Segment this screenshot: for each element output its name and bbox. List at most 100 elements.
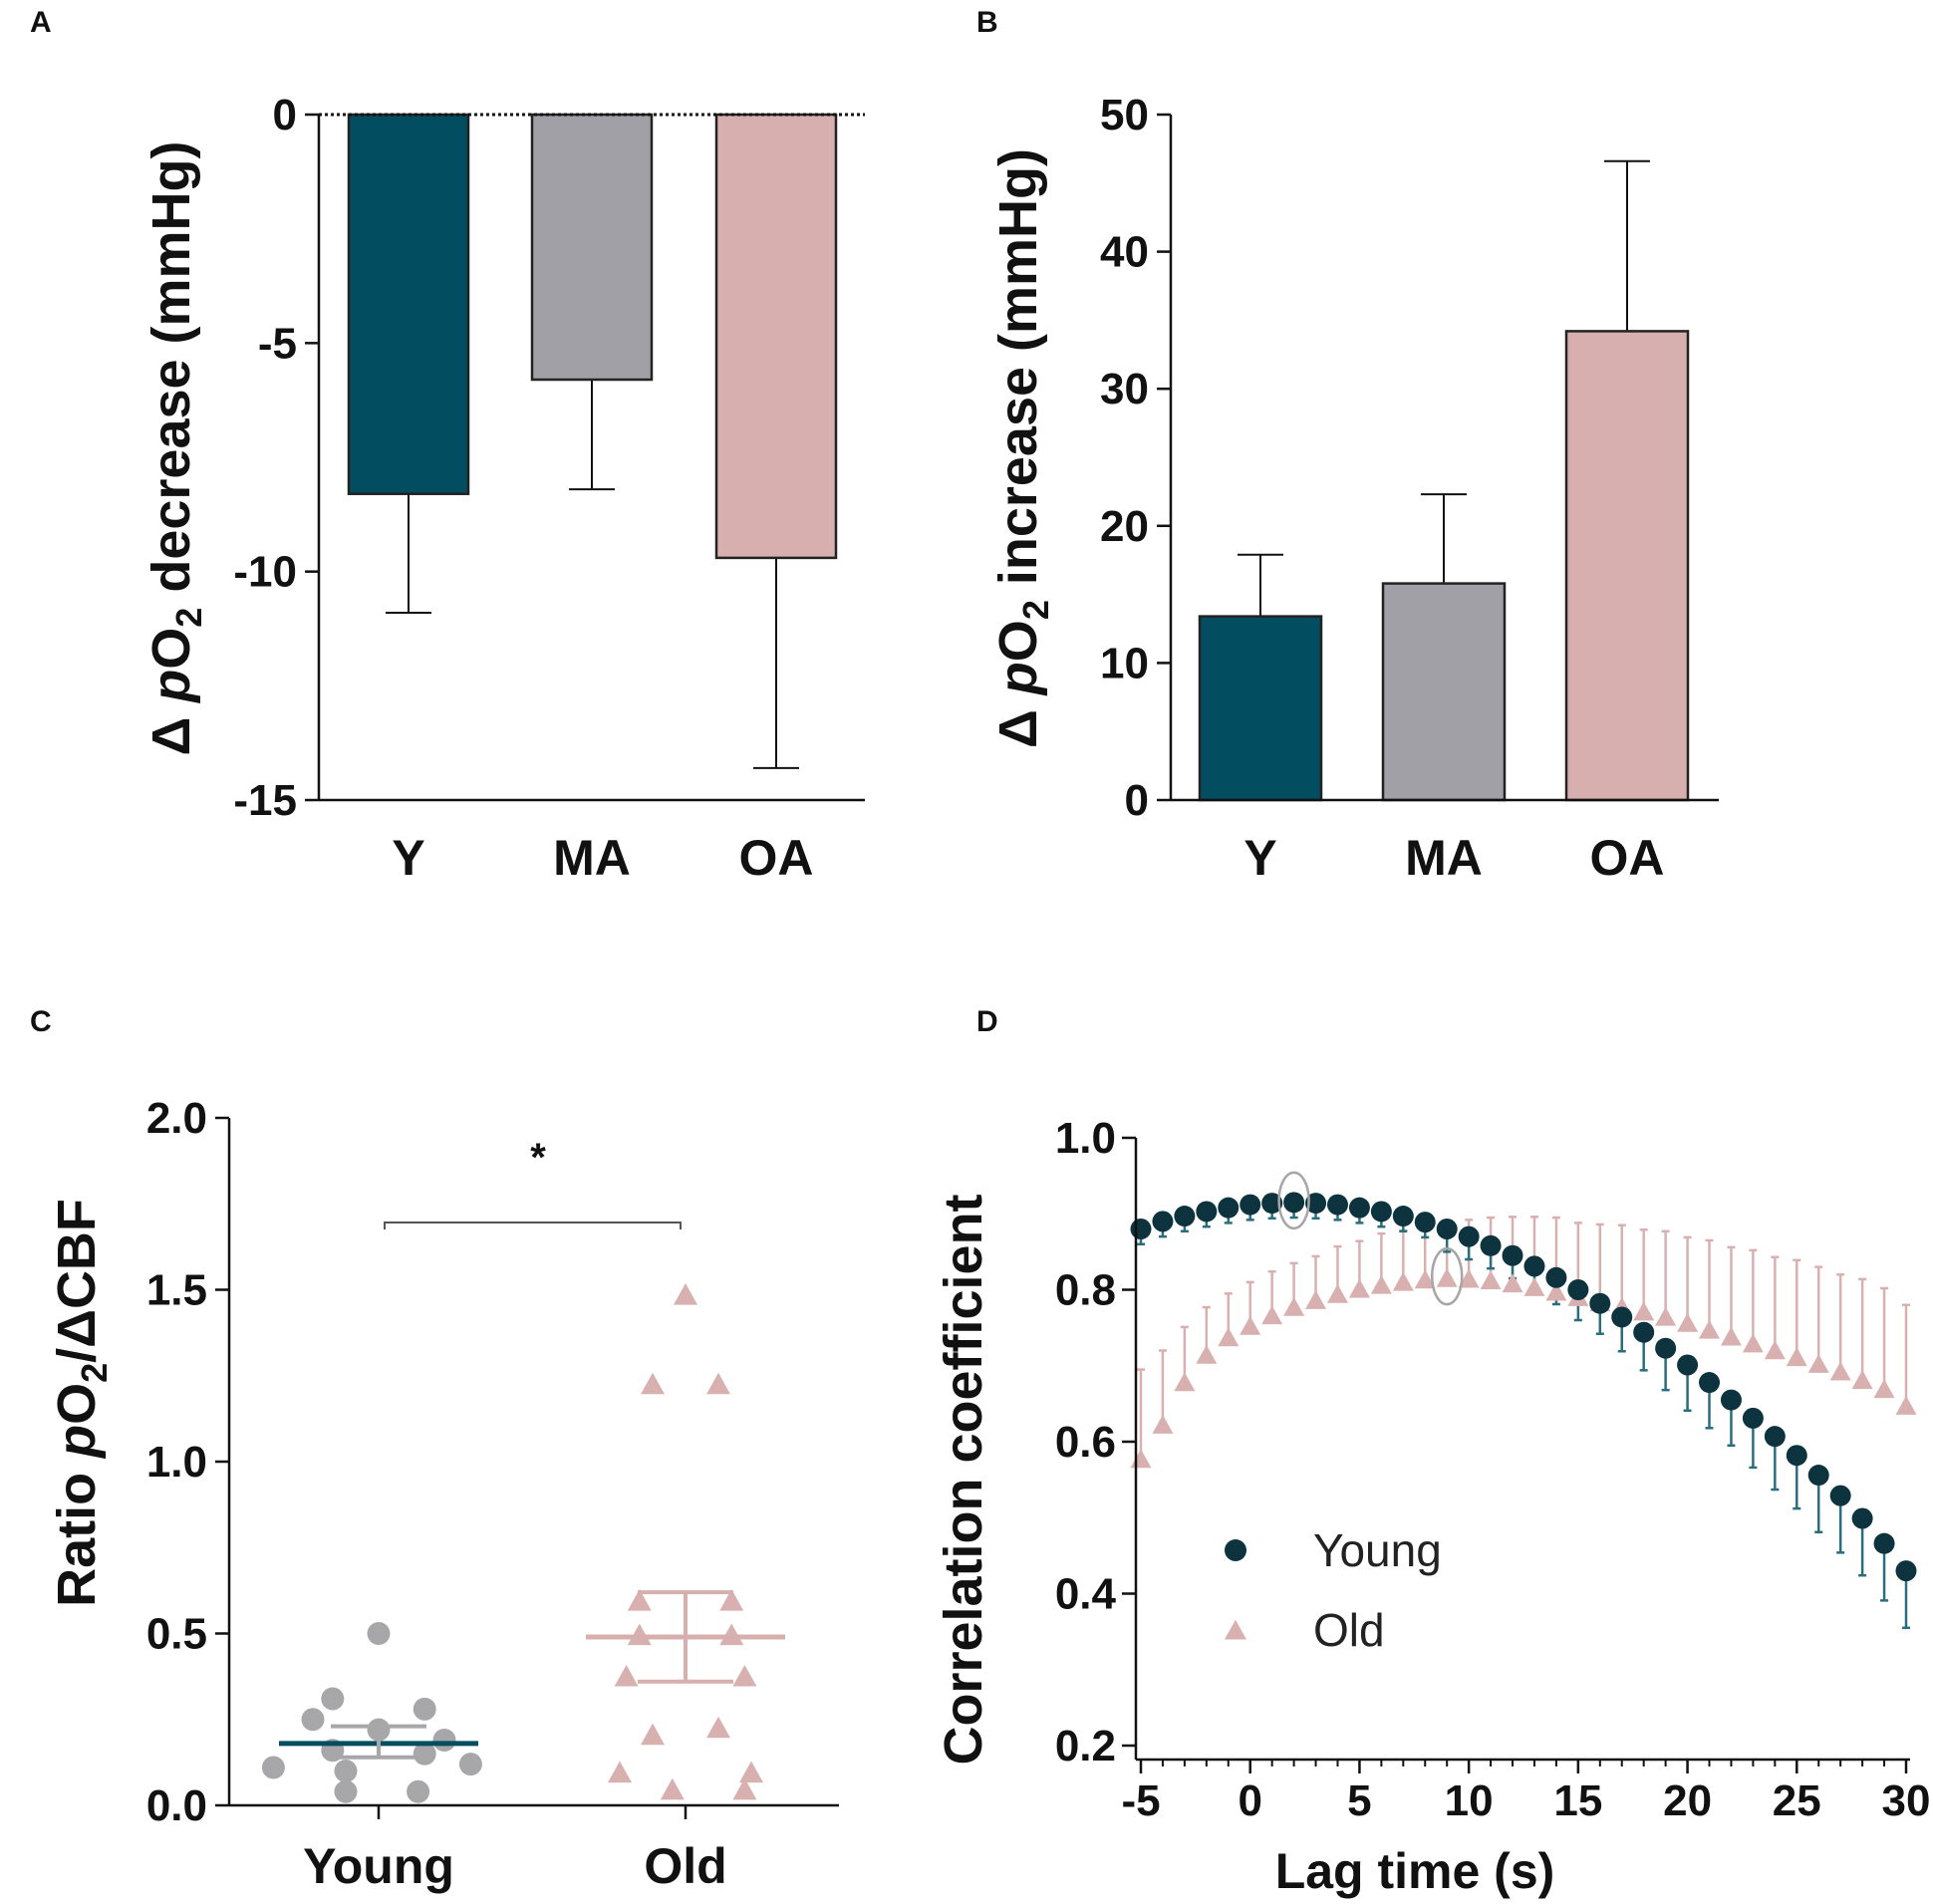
panel-b-ylabel: Δ pO2 increase (mmHg) — [988, 148, 1056, 748]
young-point — [1721, 1390, 1742, 1411]
young-point — [1481, 1235, 1502, 1256]
old-point — [719, 1624, 743, 1646]
old-point — [628, 1624, 652, 1646]
young-point — [1655, 1338, 1676, 1359]
young-point — [459, 1753, 482, 1775]
panel-b-ytick-label: 30 — [1100, 365, 1149, 413]
panel-d-xtick-label: 10 — [1445, 1776, 1494, 1825]
young-point — [1152, 1211, 1173, 1231]
panel-d-xtick-label: -5 — [1121, 1776, 1160, 1825]
panel-d-xlabel: Lag time (s) — [1275, 1843, 1555, 1899]
old-point — [1808, 1354, 1829, 1373]
panel-b-ytick-label: 40 — [1100, 228, 1149, 277]
old-point — [1152, 1415, 1173, 1434]
young-point — [1852, 1508, 1873, 1529]
old-point — [641, 1724, 665, 1746]
old-point — [1196, 1345, 1217, 1364]
old-point — [1283, 1297, 1304, 1316]
panel-b-xtick-oa: OA — [1590, 830, 1665, 886]
panel-c-ytick-label: 0.0 — [146, 1781, 207, 1830]
old-point — [1633, 1301, 1654, 1320]
panel-c-ytick-label: 2.0 — [146, 1094, 207, 1143]
panel-b-chart: Y MA OA 0 10 20 30 40 50 — [1100, 91, 1719, 886]
old-point — [1721, 1327, 1742, 1346]
old-point — [1874, 1379, 1895, 1398]
panel-d-xtick-label: 20 — [1663, 1776, 1712, 1825]
old-point — [661, 1778, 685, 1800]
panel-a-chart: Y MA OA 0 -5 -10 -15 — [233, 91, 865, 886]
old-point — [1437, 1268, 1458, 1287]
old-point — [1765, 1340, 1786, 1359]
panel-d-xtick-label: 15 — [1553, 1776, 1602, 1825]
panel-label-c: C — [30, 1005, 52, 1038]
old-point — [1174, 1372, 1195, 1391]
panel-b-ytick-label: 20 — [1100, 502, 1149, 551]
young-point — [407, 1780, 429, 1803]
old-point — [608, 1762, 632, 1783]
old-point — [1349, 1279, 1370, 1298]
panel-d-xtick-label: 0 — [1238, 1776, 1261, 1825]
old-point — [1655, 1307, 1676, 1326]
old-point — [706, 1717, 730, 1739]
panel-c-chart: 0.0 0.5 1.0 1.5 2.0 Young Old — [146, 1094, 839, 1894]
panel-d-chart: 0.2 0.4 0.6 0.8 1.0 -5 0 5 10 15 20 25 30 — [1055, 1114, 1931, 1825]
panel-a-bar-ma — [532, 115, 652, 380]
young-point — [1830, 1486, 1851, 1506]
young-point — [1545, 1267, 1566, 1288]
panel-c-ytick-label: 1.5 — [146, 1266, 207, 1315]
panel-d-ytick-label: 1.0 — [1055, 1114, 1116, 1163]
young-point — [1699, 1372, 1720, 1393]
young-point — [321, 1688, 344, 1711]
panel-a-xtick-ma: MA — [553, 830, 631, 886]
panel-d-ytick-label: 0.8 — [1055, 1266, 1116, 1315]
old-point — [706, 1373, 730, 1395]
old-point — [615, 1665, 639, 1687]
young-point — [1808, 1465, 1829, 1486]
old-point — [1699, 1320, 1720, 1339]
panel-a-ytick-label: -10 — [233, 548, 297, 597]
panel-a-ylabel: Δ pO2 decrease (mmHg) — [141, 140, 209, 755]
panel-d-xtick-label: 25 — [1773, 1776, 1821, 1825]
young-point — [1523, 1255, 1544, 1276]
old-point — [1743, 1333, 1764, 1352]
old-point — [641, 1373, 665, 1395]
panel-b-bar-oa — [1566, 331, 1688, 800]
young-point — [1589, 1293, 1610, 1314]
old-point — [1787, 1347, 1807, 1366]
panel-b-bar-y — [1200, 617, 1321, 800]
panel-label-b: B — [976, 6, 998, 39]
panel-b-xtick-y: Y — [1243, 830, 1276, 886]
panel-a-ytick-label: -5 — [258, 319, 297, 368]
old-point — [1852, 1370, 1873, 1389]
old-point — [1240, 1316, 1260, 1335]
old-point — [1131, 1449, 1152, 1468]
young-point — [335, 1780, 358, 1803]
panel-a-bar-oa — [716, 115, 836, 558]
panel-c-ytick-label: 0.5 — [146, 1610, 207, 1659]
panel-label-a: A — [30, 6, 52, 39]
young-point — [1283, 1192, 1304, 1213]
panel-b-bar-ma — [1383, 584, 1505, 800]
significance-star: * — [530, 1136, 546, 1180]
legend-old-label: Old — [1313, 1604, 1385, 1656]
young-point — [262, 1757, 285, 1779]
panel-b-xtick-ma: MA — [1405, 830, 1483, 886]
panel-d-xtick-label: 30 — [1882, 1776, 1931, 1825]
young-point — [1503, 1245, 1523, 1266]
panel-c-ylabel: Ratio pO2/ΔCBF — [47, 1199, 115, 1607]
young-point — [1787, 1445, 1807, 1466]
old-point — [674, 1283, 697, 1305]
young-point — [1349, 1198, 1370, 1219]
old-point — [732, 1665, 756, 1687]
legend-young-label: Young — [1313, 1524, 1442, 1576]
young-point — [1743, 1408, 1764, 1429]
young-point — [1131, 1219, 1152, 1239]
young-point — [1567, 1279, 1588, 1300]
old-point — [1261, 1305, 1282, 1324]
old-point — [1503, 1273, 1523, 1292]
young-point — [1765, 1426, 1786, 1447]
old-point — [1830, 1362, 1851, 1381]
young-point — [1240, 1195, 1260, 1216]
old-point — [1896, 1396, 1917, 1415]
panel-c-ytick-label: 1.0 — [146, 1438, 207, 1487]
